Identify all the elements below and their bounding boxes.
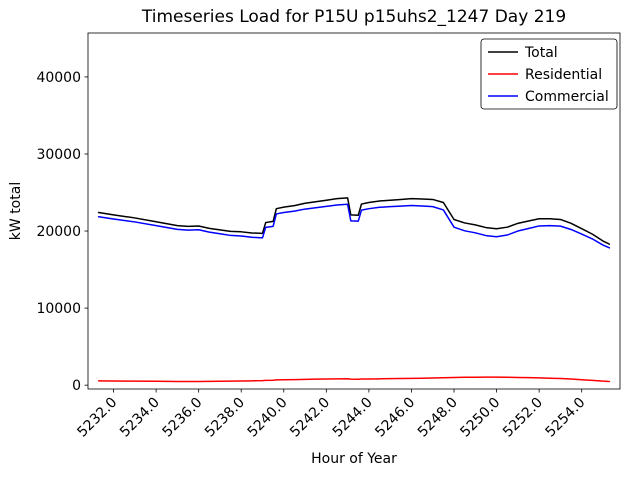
chart-title: Timeseries Load for P15U p15uhs2_1247 Da… xyxy=(141,7,566,27)
y-tick-label: 0 xyxy=(72,378,81,394)
y-axis-ticks: 0 10000 20000 30000 40000 xyxy=(36,70,88,394)
legend-label-commercial: Commercial xyxy=(525,89,609,105)
y-tick-label: 30000 xyxy=(36,147,81,163)
y-tick-label: 40000 xyxy=(36,70,81,86)
x-axis-label: Hour of Year xyxy=(311,451,397,467)
legend-label-residential: Residential xyxy=(525,67,602,83)
y-tick-label: 20000 xyxy=(36,224,81,240)
legend-label-total: Total xyxy=(524,45,558,61)
legend-box xyxy=(480,38,618,110)
series-line-total xyxy=(97,197,611,245)
series-line-residential xyxy=(97,376,611,383)
y-axis-label: kW total xyxy=(8,182,24,240)
series-group xyxy=(97,197,611,383)
series-line-commercial xyxy=(97,203,611,249)
y-tick-label: 10000 xyxy=(36,301,81,317)
legend: Total Residential Commercial xyxy=(480,38,618,110)
